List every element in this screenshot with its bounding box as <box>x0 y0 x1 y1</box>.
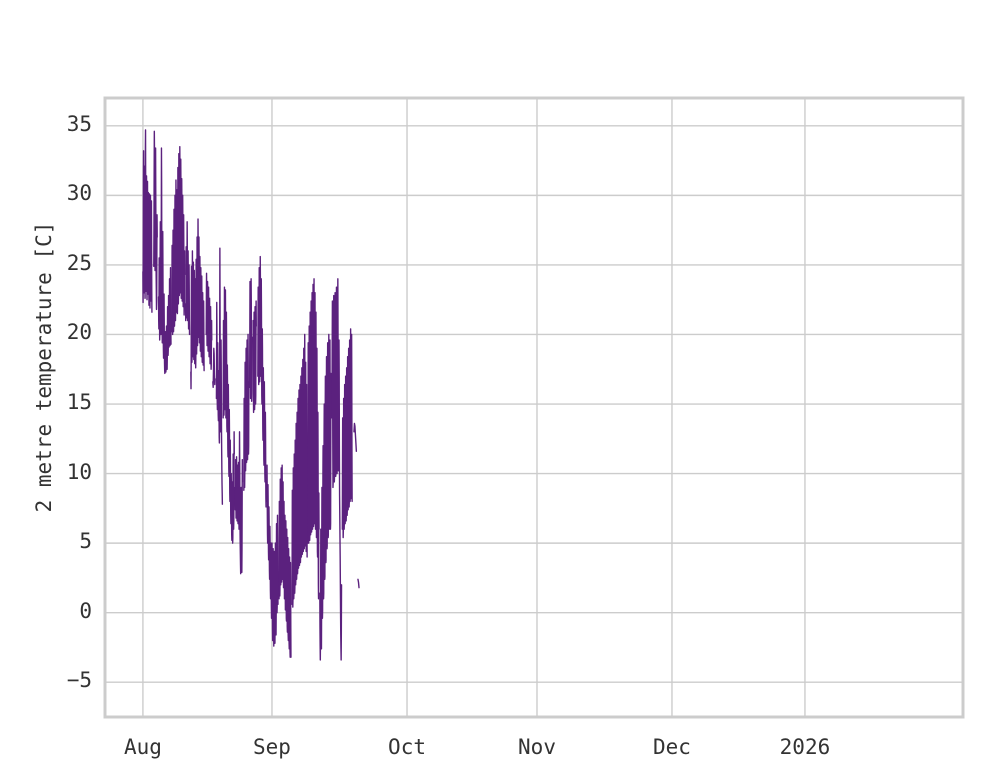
series-segment <box>222 286 235 544</box>
series-segment <box>252 300 257 414</box>
series-segment <box>142 129 153 313</box>
y-tick-label: 0 <box>79 598 92 623</box>
series-segment <box>307 278 320 600</box>
series-segment <box>266 464 279 647</box>
x-tick-label: Oct <box>388 735 426 759</box>
y-tick-label: 30 <box>66 181 92 206</box>
x-tick-label: 2026 <box>779 735 831 759</box>
series-segment <box>353 422 358 453</box>
y-tick-label: 5 <box>79 529 92 554</box>
series-segment <box>153 130 158 311</box>
x-tick-label: Dec <box>652 735 691 759</box>
plot-border <box>103 96 965 719</box>
temperature-series <box>142 129 360 661</box>
series-segment <box>212 347 216 389</box>
series-segment <box>215 247 224 505</box>
series-segment <box>171 145 186 336</box>
series-segment <box>319 333 332 661</box>
y-tick-label: 20 <box>66 320 92 345</box>
series-segment <box>291 333 308 608</box>
y-tick-label: 25 <box>66 250 92 275</box>
series-segment <box>278 464 292 658</box>
series-segment <box>257 255 267 508</box>
y-tick-label: −5 <box>66 668 92 693</box>
series-segment <box>243 333 250 491</box>
series-segment <box>157 147 172 375</box>
series-segment <box>205 272 213 370</box>
series-segment <box>357 578 360 589</box>
series-segment <box>248 278 253 402</box>
y-tick-label: 10 <box>66 459 92 484</box>
x-tick-label: Sep <box>252 735 291 759</box>
series-segment <box>190 218 205 390</box>
series-segment <box>341 328 353 539</box>
x-tick-label: Aug <box>123 735 162 759</box>
series-segment <box>184 221 191 336</box>
y-tick-label: 15 <box>66 390 92 415</box>
series-segment <box>234 431 244 575</box>
x-tick-label: Nov <box>518 735 556 759</box>
series-segment <box>331 278 343 661</box>
gridlines <box>105 98 963 717</box>
y-tick-label: 35 <box>66 111 92 136</box>
